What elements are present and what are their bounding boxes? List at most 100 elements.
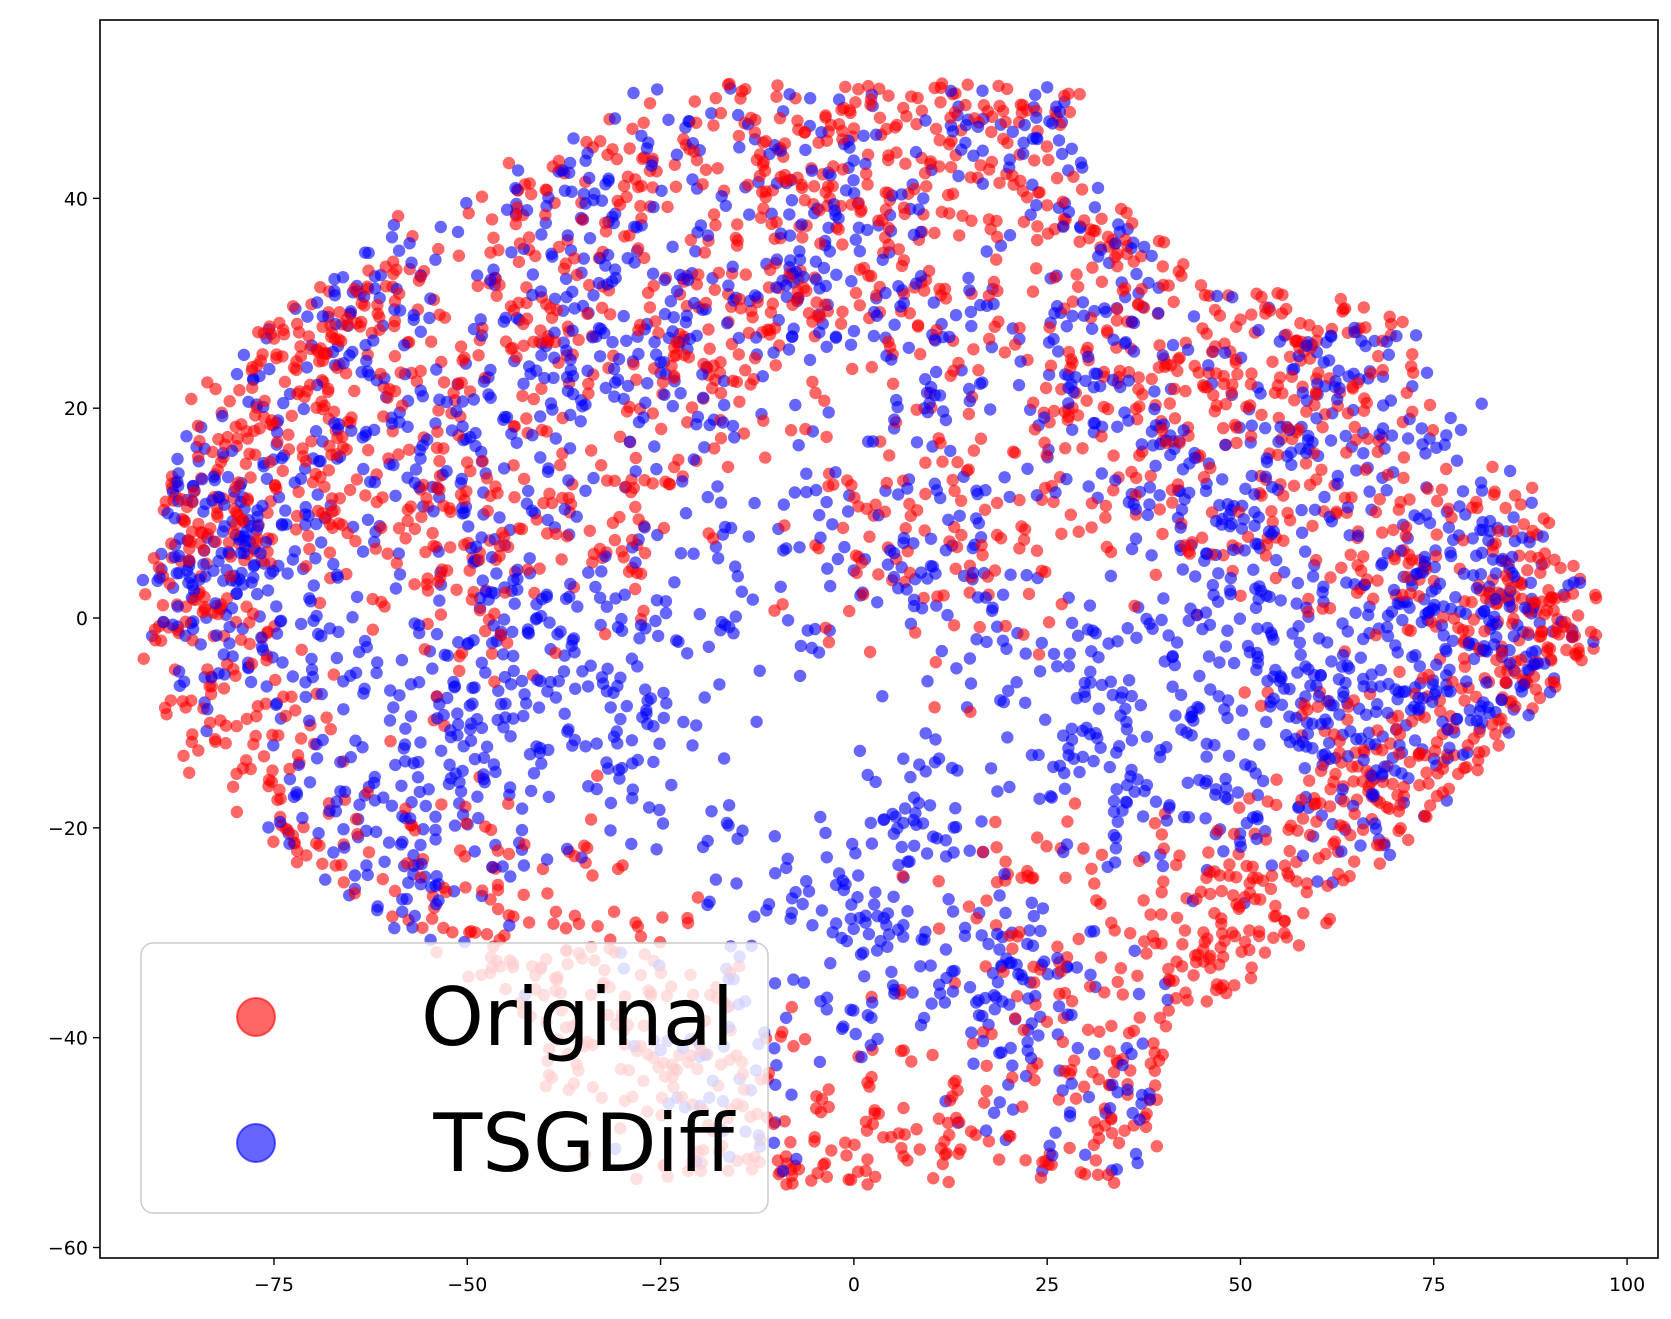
tsgdiff-point [532,701,546,714]
original-point [1156,527,1169,541]
tsgdiff-point [540,853,554,866]
original-point [485,647,499,660]
original-point [324,318,337,332]
tsgdiff-point [538,371,551,385]
original-point [394,366,407,379]
original-point [1308,398,1321,412]
tsgdiff-point [433,393,446,406]
tsgdiff-point [456,764,469,778]
tsgdiff-point [370,825,383,839]
tsgdiff-point [1034,924,1047,938]
tsgdiff-point [1333,382,1346,395]
original-point [836,305,849,318]
original-point [1047,495,1060,509]
original-point [1265,505,1278,518]
original-point [1041,227,1055,240]
tsgdiff-point [782,343,796,356]
tsgdiff-point [1181,776,1195,789]
original-point [1373,493,1386,506]
tsgdiff-point [1322,694,1335,708]
tsgdiff-point [783,208,796,221]
tsgdiff-point [1325,655,1338,668]
original-point [454,340,468,353]
original-point [1330,505,1343,518]
original-point [1434,705,1447,718]
original-point [1358,392,1371,405]
tsgdiff-point [1071,629,1085,642]
original-point [1167,295,1180,309]
original-point [1056,195,1070,208]
tsgdiff-point [1111,815,1125,828]
original-point [204,522,217,535]
tsgdiff-point [523,748,537,761]
original-point [452,249,466,262]
tsgdiff-point [535,349,548,362]
tsgdiff-point [383,714,397,727]
tsgdiff-point [581,147,594,160]
tsgdiff-point [251,519,265,533]
original-point [1383,802,1396,815]
original-point [1291,824,1304,837]
original-point [1070,268,1083,281]
tsgdiff-point [1219,438,1232,452]
original-point [254,354,267,367]
tsgdiff-point [430,898,443,911]
original-point [432,575,445,589]
tsgdiff-point [561,229,574,242]
tsgdiff-point [929,365,943,379]
tsgdiff-point [360,640,373,654]
tsgdiff-point [666,325,679,338]
tsgdiff-point [1454,423,1468,437]
original-point [489,480,502,493]
tsgdiff-point [429,879,442,893]
tsgdiff-point [787,973,800,986]
tsgdiff-point [770,1059,783,1072]
original-point [709,218,722,232]
original-point [1471,763,1484,777]
original-point [855,556,868,569]
original-point [1486,718,1499,731]
tsgdiff-point [277,396,290,410]
tsgdiff-point [804,92,817,105]
original-point [835,103,848,117]
tsgdiff-point [1430,658,1443,671]
original-point [373,323,386,336]
tsgdiff-point [286,670,299,683]
tsgdiff-point [433,698,446,711]
original-point [485,213,499,226]
original-point [1100,324,1114,337]
original-point [1460,761,1473,774]
original-point [626,533,639,547]
original-point [481,504,494,518]
tsgdiff-point [399,722,412,735]
original-point [962,407,976,421]
original-point [1228,827,1241,841]
tsgdiff-point [887,890,900,903]
tsgdiff-point [614,671,627,684]
tsgdiff-point [593,350,607,363]
tsgdiff-point [581,680,595,693]
original-point [1514,653,1528,666]
tsgdiff-point [639,683,652,696]
tsgdiff-point [679,507,693,520]
original-point [1347,775,1360,788]
tsgdiff-point [805,164,819,177]
tsgdiff-point [1248,519,1261,532]
original-point [350,473,364,486]
original-point [1245,367,1258,380]
original-point [507,459,520,472]
original-point [1233,801,1246,814]
original-point [1152,361,1166,374]
original-point [350,812,363,826]
tsgdiff-point [456,395,469,408]
original-point [1211,824,1224,838]
tsgdiff-point [1200,750,1213,763]
tsgdiff-point [1135,438,1149,451]
tsgdiff-point [1363,485,1376,498]
tsgdiff-point [949,802,962,815]
original-point [1283,844,1296,858]
original-point [163,577,176,590]
tsgdiff-point [920,386,934,399]
original-point [251,700,264,713]
original-point [1350,586,1364,599]
